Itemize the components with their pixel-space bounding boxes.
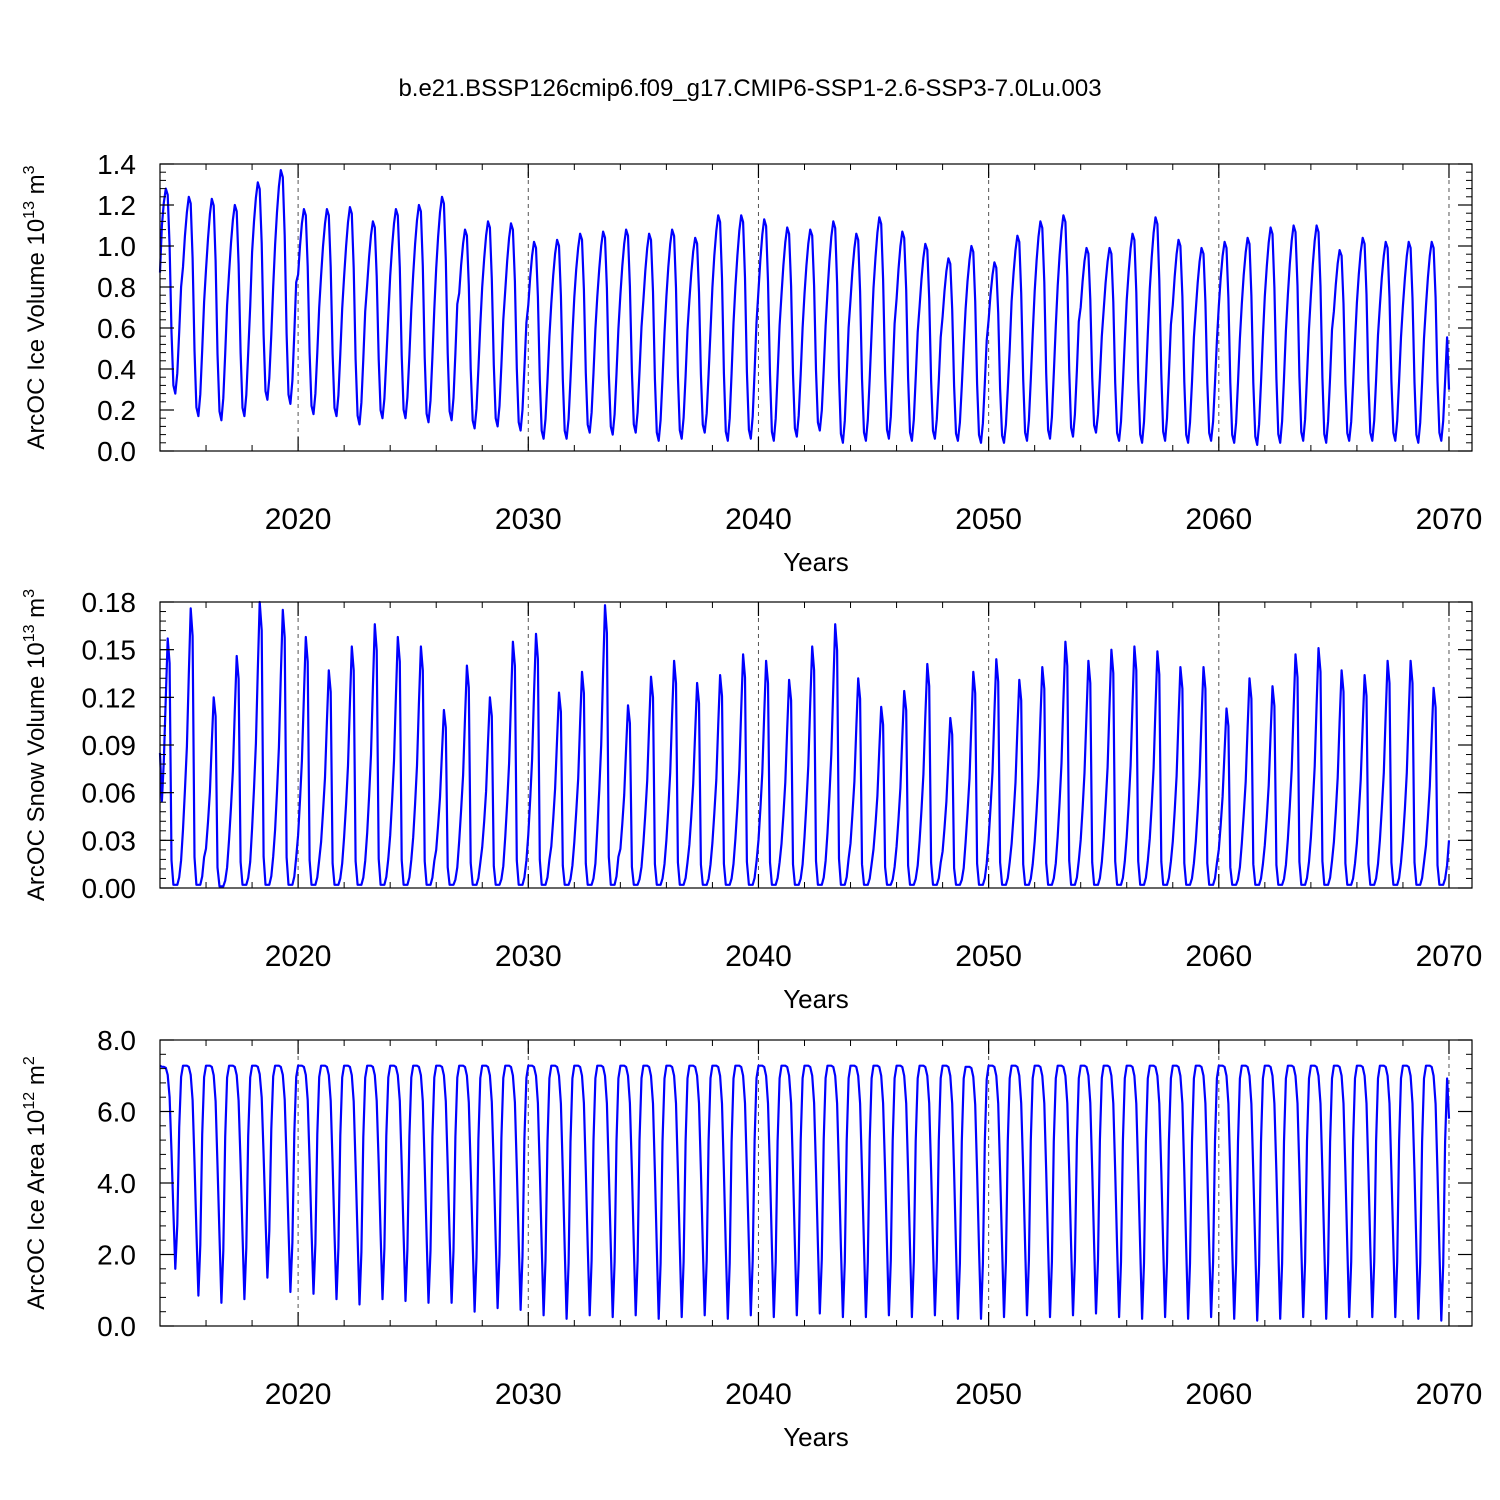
x-tick-label: 2020 [265,1378,332,1411]
y-tick-label: 8.0 [97,1025,136,1056]
y-tick-label: 1.0 [97,231,136,262]
y-tick-label: 0.12 [82,682,137,713]
x-tick-label: 2040 [725,940,792,973]
y-axis-label: ArcOC Ice Volume 1013 m3 [21,165,50,449]
x-axis-label: Years [783,984,849,1014]
y-tick-label: 0.06 [82,778,137,809]
snow-volume-panel: 0.00 0.03 0.06 0.09 0.12 0.15 0.18 2020 2030 2040… [21,587,1482,1014]
x-tick-label: 2050 [955,940,1022,973]
x-tick-label: 2030 [495,503,562,536]
x-tick-label: 2070 [1416,1378,1483,1411]
y-tick-label: 0.4 [97,354,136,385]
figure-title: b.e21.BSSP126cmip6.f09_g17.CMIP6-SSP1-2.… [398,75,1101,102]
x-tick-label: 2070 [1416,940,1483,973]
y-tick-label: 6.0 [97,1097,136,1128]
series-line [159,1064,1451,1322]
y-tick-label: 0.00 [82,873,137,904]
x-tick-label: 2020 [265,503,332,536]
x-tick-label: 2050 [955,503,1022,536]
x-tick-label: 2020 [265,940,332,973]
y-tick-label: 4.0 [97,1168,136,1199]
plot-frame [159,163,1473,452]
y-tick-label: 0.18 [82,587,137,618]
y-tick-label: 1.4 [97,149,136,180]
y-tick-label: 0.09 [82,730,137,761]
series-line [158,169,1451,446]
x-axis-label: Years [783,547,849,577]
y-tick-label: 0.03 [82,825,137,856]
y-axis-label: ArcOC Ice Area 1012 m2 [21,1056,50,1310]
y-axis-label: ArcOC Snow Volume 1013 m3 [21,589,50,901]
x-tick-label: 2060 [1185,503,1252,536]
x-tick-label: 2060 [1185,1378,1252,1411]
ice-area-panel: 0.0 2.0 4.0 6.0 8.0 2020 2030 2040 2050 2060 2070 Y… [21,1025,1482,1452]
y-tick-label: 2.0 [97,1240,136,1271]
y-tick-label: 0.6 [97,313,136,344]
y-tick-label: 0.8 [97,272,136,303]
series-line [158,600,1451,888]
x-tick-label: 2050 [955,1378,1022,1411]
y-tick-label: 1.2 [97,190,136,221]
x-tick-label: 2030 [495,1378,562,1411]
x-tick-label: 2040 [725,503,792,536]
ice-volume-panel: 0.0 0.2 0.4 0.6 0.8 1.0 1.2 1.4 2020 2030 2040 2050… [21,149,1482,577]
x-tick-label: 2070 [1416,503,1483,536]
y-tick-label: 0.0 [97,1311,136,1342]
x-axis-label: Years [783,1422,849,1452]
x-tick-label: 2060 [1185,940,1252,973]
y-tick-label: 0.2 [97,395,136,426]
x-tick-label: 2030 [495,940,562,973]
y-tick-label: 0.0 [97,436,136,467]
y-tick-label: 0.15 [82,635,137,666]
x-tick-label: 2040 [725,1378,792,1411]
